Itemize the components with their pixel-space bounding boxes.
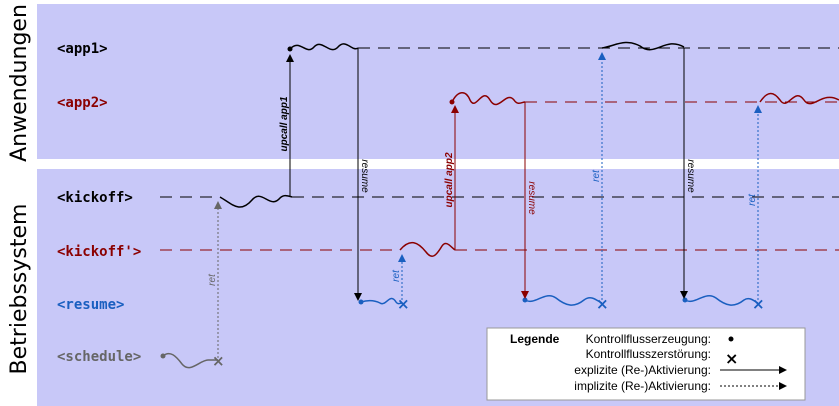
schedule-destruction-x: × <box>212 352 225 370</box>
legend-item-creation: Kontrollflusserzeugung: <box>586 332 711 346</box>
label-upcall-app1: upcall app1 <box>279 96 290 151</box>
resume-destruction-x-2: × <box>596 295 609 313</box>
app1-flow-1 <box>289 43 359 51</box>
lane-label-app1: <app1> <box>57 41 108 57</box>
section-title-os: Betriebssystem <box>7 204 32 375</box>
resume-flow-2 <box>524 295 603 306</box>
label-ret-resume-1: ret <box>391 269 402 282</box>
resume-destruction-x-3: × <box>752 295 765 313</box>
kickoff-prime-flow <box>399 241 456 257</box>
app1-flow-2 <box>601 41 685 51</box>
legend-creation-dot <box>728 336 734 342</box>
lane-label-app2: <app2> <box>57 95 108 111</box>
lane-label-kickoff-prime: <kickoff'> <box>57 244 141 260</box>
applications-panel <box>37 4 839 159</box>
app2-flow-1 <box>451 92 526 106</box>
resume-destruction-x-1: × <box>397 295 410 313</box>
schedule-flow <box>162 352 218 369</box>
resume-flow-1 <box>360 297 403 305</box>
legend-item-implicit: implizite (Re-)Aktivierung: <box>574 379 711 393</box>
label-ret-resume-2: ret <box>591 169 602 182</box>
legend: Legende Kontrollflusserzeugung: Kontroll… <box>486 327 806 401</box>
legend-destruction-x: × <box>725 349 738 368</box>
label-ret-schedule: ret <box>207 273 218 286</box>
legend-box <box>486 327 806 401</box>
app2-flow-2 <box>759 92 839 105</box>
label-resume-2: resume <box>526 181 537 215</box>
label-ret-resume-3: ret <box>747 193 758 206</box>
section-title-applications: Anwendungen <box>7 4 32 162</box>
kickoff-flow <box>219 194 293 208</box>
legend-title: Legende <box>510 332 560 346</box>
legend-item-destruction: Kontrollflusszerstörung: <box>586 347 711 361</box>
resume-flow-3 <box>684 295 759 306</box>
label-upcall-app2: upcall app2 <box>444 152 455 207</box>
legend-item-explicit: explizite (Re-)Aktivierung: <box>574 363 711 377</box>
label-resume-3: resume <box>685 159 696 193</box>
lane-label-resume: <resume> <box>57 297 124 313</box>
label-resume-1: resume <box>359 159 370 193</box>
lane-label-kickoff: <kickoff> <box>57 190 133 206</box>
lane-label-schedule: <schedule> <box>57 349 141 365</box>
